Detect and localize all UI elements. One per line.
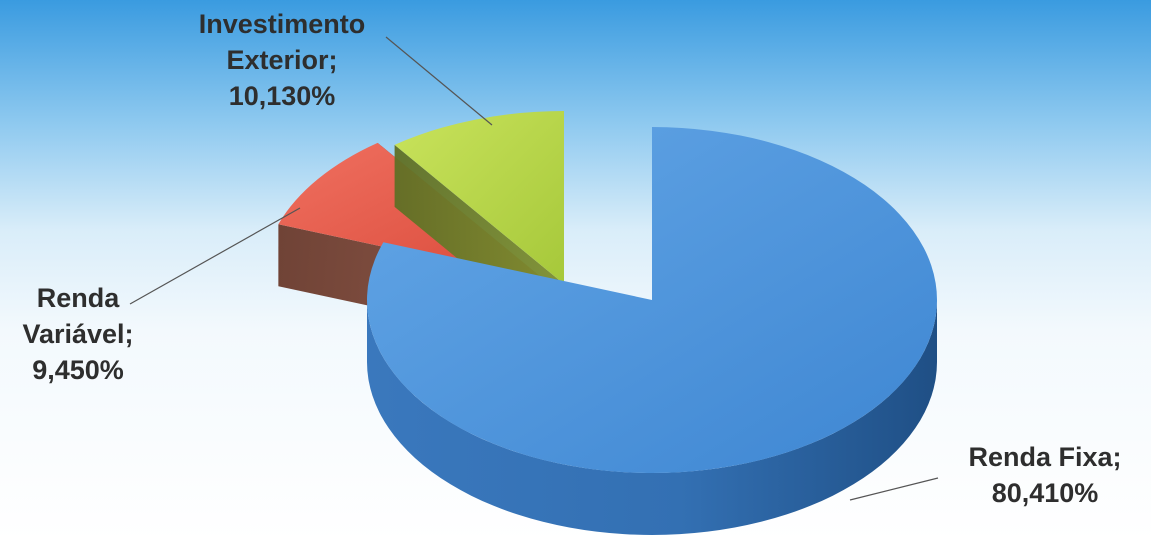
data-label-renda-variavel: Renda Variável; 9,450% [22, 283, 133, 385]
leader-line-investimento-exterior [385, 36, 493, 126]
data-label-line-renda-variavel-1: Variável; [22, 319, 133, 349]
pie-slice-side-renda-fixa [367, 300, 937, 535]
data-label-line-renda-variavel-0: Renda [37, 283, 121, 313]
data-label-line-investimento-exterior-0: Investimento [199, 9, 366, 39]
pie-slice-top-investimento-exterior [394, 111, 564, 284]
data-label-line-investimento-exterior-1: Exterior; [226, 45, 337, 75]
leader-line-renda-fixa [849, 477, 939, 501]
data-label-line-renda-variavel-2: 9,450% [32, 355, 124, 385]
pie-slice-renda-fixa [367, 127, 938, 535]
data-label-line-renda-fixa-1: 80,410% [992, 478, 1099, 508]
leader-line-renda-variavel [129, 207, 301, 305]
data-label-investimento-exterior: Investimento Exterior; 10,130% [199, 9, 366, 111]
pie-slice-top-renda-fixa [367, 127, 938, 473]
data-label-line-renda-fixa-0: Renda Fixa; [968, 442, 1121, 472]
data-label-renda-fixa: Renda Fixa; 80,410% [968, 442, 1121, 508]
data-label-line-investimento-exterior-2: 10,130% [229, 81, 336, 111]
